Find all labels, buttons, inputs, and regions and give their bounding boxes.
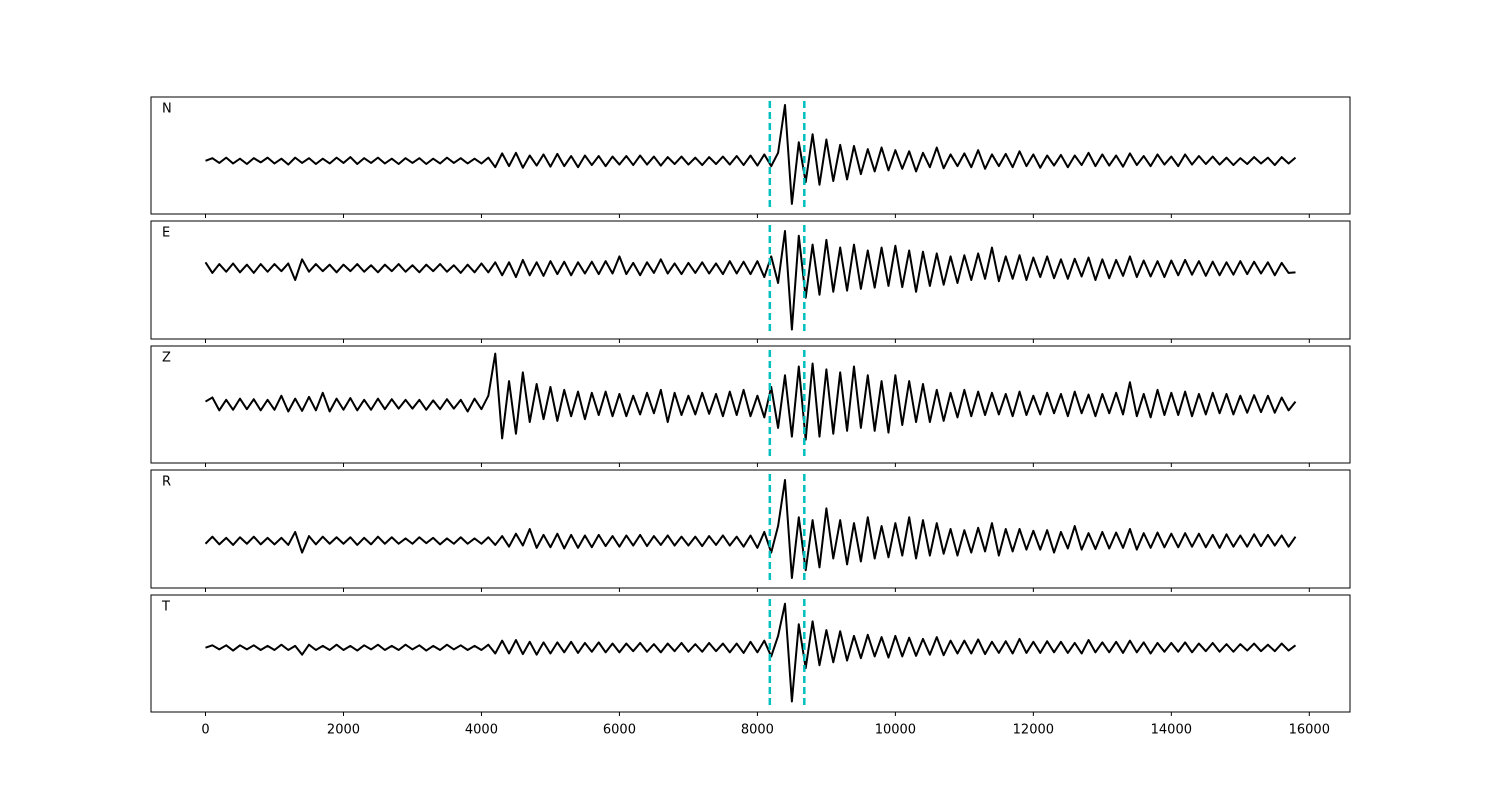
x-tick-label: 14000 <box>1151 723 1192 738</box>
x-tick-label: 0 <box>201 723 209 738</box>
x-tick-label: 4000 <box>465 723 498 738</box>
x-tick-label: 12000 <box>1013 723 1054 738</box>
waveform <box>204 479 1297 579</box>
waveform <box>204 230 1296 331</box>
waveform <box>205 103 1297 205</box>
x-tick-label: 6000 <box>603 723 636 738</box>
x-tick-label: 10000 <box>875 723 916 738</box>
panel-label: E <box>162 226 170 241</box>
panel-frame <box>150 220 1351 340</box>
x-tick-label: 8000 <box>741 723 774 738</box>
x-tick-label: 16000 <box>1289 723 1330 738</box>
panel-frame <box>150 594 1351 713</box>
panel-label: N <box>162 102 172 117</box>
panel-label: Z <box>162 351 171 366</box>
waveform <box>204 352 1297 441</box>
panel-label: R <box>162 475 171 490</box>
waveform <box>205 602 1297 703</box>
panel-frame <box>150 469 1351 589</box>
panel-frame <box>150 345 1351 464</box>
panel-label: T <box>161 600 170 615</box>
x-tick-label: 2000 <box>327 723 360 738</box>
